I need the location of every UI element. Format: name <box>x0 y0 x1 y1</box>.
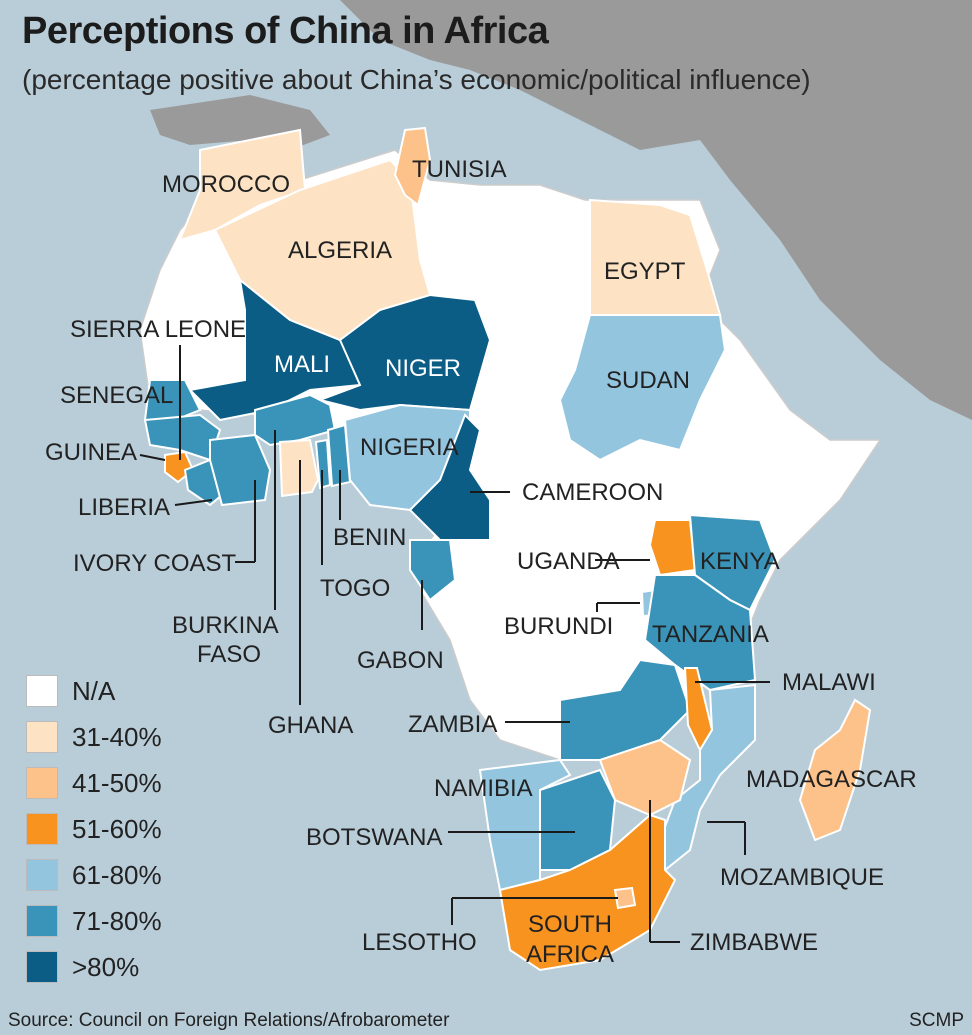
label-togo: TOGO <box>320 575 390 602</box>
legend: N/A 31-40% 41-50% 51-60% 61-80% 71-80% >… <box>26 668 162 990</box>
label-kenya: KENYA <box>700 548 780 575</box>
country-tanzania <box>643 574 757 692</box>
country-sudan <box>558 314 727 462</box>
legend-item-61-80: 61-80% <box>26 852 162 898</box>
source-note: Source: Council on Foreign Relations/Afr… <box>8 1010 450 1031</box>
label-namibia: NAMIBIA <box>434 775 533 802</box>
label-egypt: EGYPT <box>604 258 686 285</box>
legend-label: >80% <box>72 951 140 982</box>
legend-label: 51-60% <box>72 813 162 844</box>
label-niger: NIGER <box>385 355 461 382</box>
legend-swatch <box>26 859 58 891</box>
label-mali: MALI <box>274 351 330 378</box>
country-cameroon <box>408 413 491 541</box>
label-guinea: GUINEA <box>45 439 137 466</box>
label-uganda: UGANDA <box>517 548 620 575</box>
credit: SCMP <box>909 1010 964 1031</box>
label-south-africa-2: AFRICA <box>526 941 614 968</box>
label-morocco: MOROCCO <box>162 171 290 198</box>
legend-swatch <box>26 951 58 983</box>
label-burundi: BURUNDI <box>504 613 613 640</box>
country-ivory-coast <box>209 433 272 507</box>
legend-swatch <box>26 813 58 845</box>
europe-landmass <box>340 0 972 420</box>
label-malawi: MALAWI <box>782 669 876 696</box>
label-mozambique: MOZAMBIQUE <box>720 864 884 891</box>
legend-item-51-60: 51-60% <box>26 806 162 852</box>
country-uganda <box>648 519 697 577</box>
country-lesotho <box>613 886 637 910</box>
label-cameroon: CAMEROON <box>522 479 663 506</box>
country-south-africa <box>498 813 677 972</box>
legend-swatch <box>26 675 58 707</box>
label-sierra-leone: SIERRA LEONE <box>70 316 246 343</box>
legend-swatch <box>26 767 58 799</box>
label-zimbabwe: ZIMBABWE <box>690 929 818 956</box>
country-togo <box>314 438 332 490</box>
legend-item-41-50: 41-50% <box>26 760 162 806</box>
legend-item-31-40: 31-40% <box>26 714 162 760</box>
legend-item-80-plus: >80% <box>26 944 162 990</box>
country-tunisia <box>393 126 432 207</box>
map-subtitle: (percentage positive about China’s econo… <box>22 64 811 95</box>
leader-lines <box>139 345 770 943</box>
legend-item-71-80: 71-80% <box>26 898 162 944</box>
legend-label: N/A <box>72 675 116 706</box>
country-morocco <box>178 128 307 242</box>
legend-swatch <box>26 905 58 937</box>
legend-item-na: N/A <box>26 668 162 714</box>
label-south-africa-1: SOUTH <box>528 911 612 938</box>
label-zambia: ZAMBIA <box>408 711 497 738</box>
label-algeria: ALGERIA <box>288 237 392 264</box>
label-tanzania: TANZANIA <box>652 621 769 648</box>
label-benin: BENIN <box>333 524 406 551</box>
label-senegal: SENEGAL <box>60 382 173 409</box>
country-benin <box>326 423 352 488</box>
label-lesotho: LESOTHO <box>362 929 477 956</box>
label-liberia: LIBERIA <box>78 494 170 521</box>
country-madagascar <box>798 698 872 842</box>
map-title: Perceptions of China in Africa <box>22 10 549 52</box>
label-madagascar: MADAGASCAR <box>746 766 917 793</box>
legend-label: 61-80% <box>72 859 162 890</box>
label-sudan: SUDAN <box>606 367 690 394</box>
label-ivory-coast: IVORY COAST <box>73 550 237 577</box>
label-botswana: BOTSWANA <box>306 824 442 851</box>
label-burkina-1: BURKINA <box>172 612 279 639</box>
country-labels: MOROCCO ALGERIA TUNISIA EGYPT SIERRA LEO… <box>45 156 917 968</box>
label-tunisia: TUNISIA <box>412 156 507 183</box>
legend-label: 31-40% <box>72 721 162 752</box>
legend-label: 71-80% <box>72 905 162 936</box>
label-gabon: GABON <box>357 647 444 674</box>
label-ghana: GHANA <box>268 712 353 739</box>
label-nigeria: NIGERIA <box>360 434 459 461</box>
legend-label: 41-50% <box>72 767 162 798</box>
legend-swatch <box>26 721 58 753</box>
label-burkina-2: FASO <box>197 641 261 668</box>
